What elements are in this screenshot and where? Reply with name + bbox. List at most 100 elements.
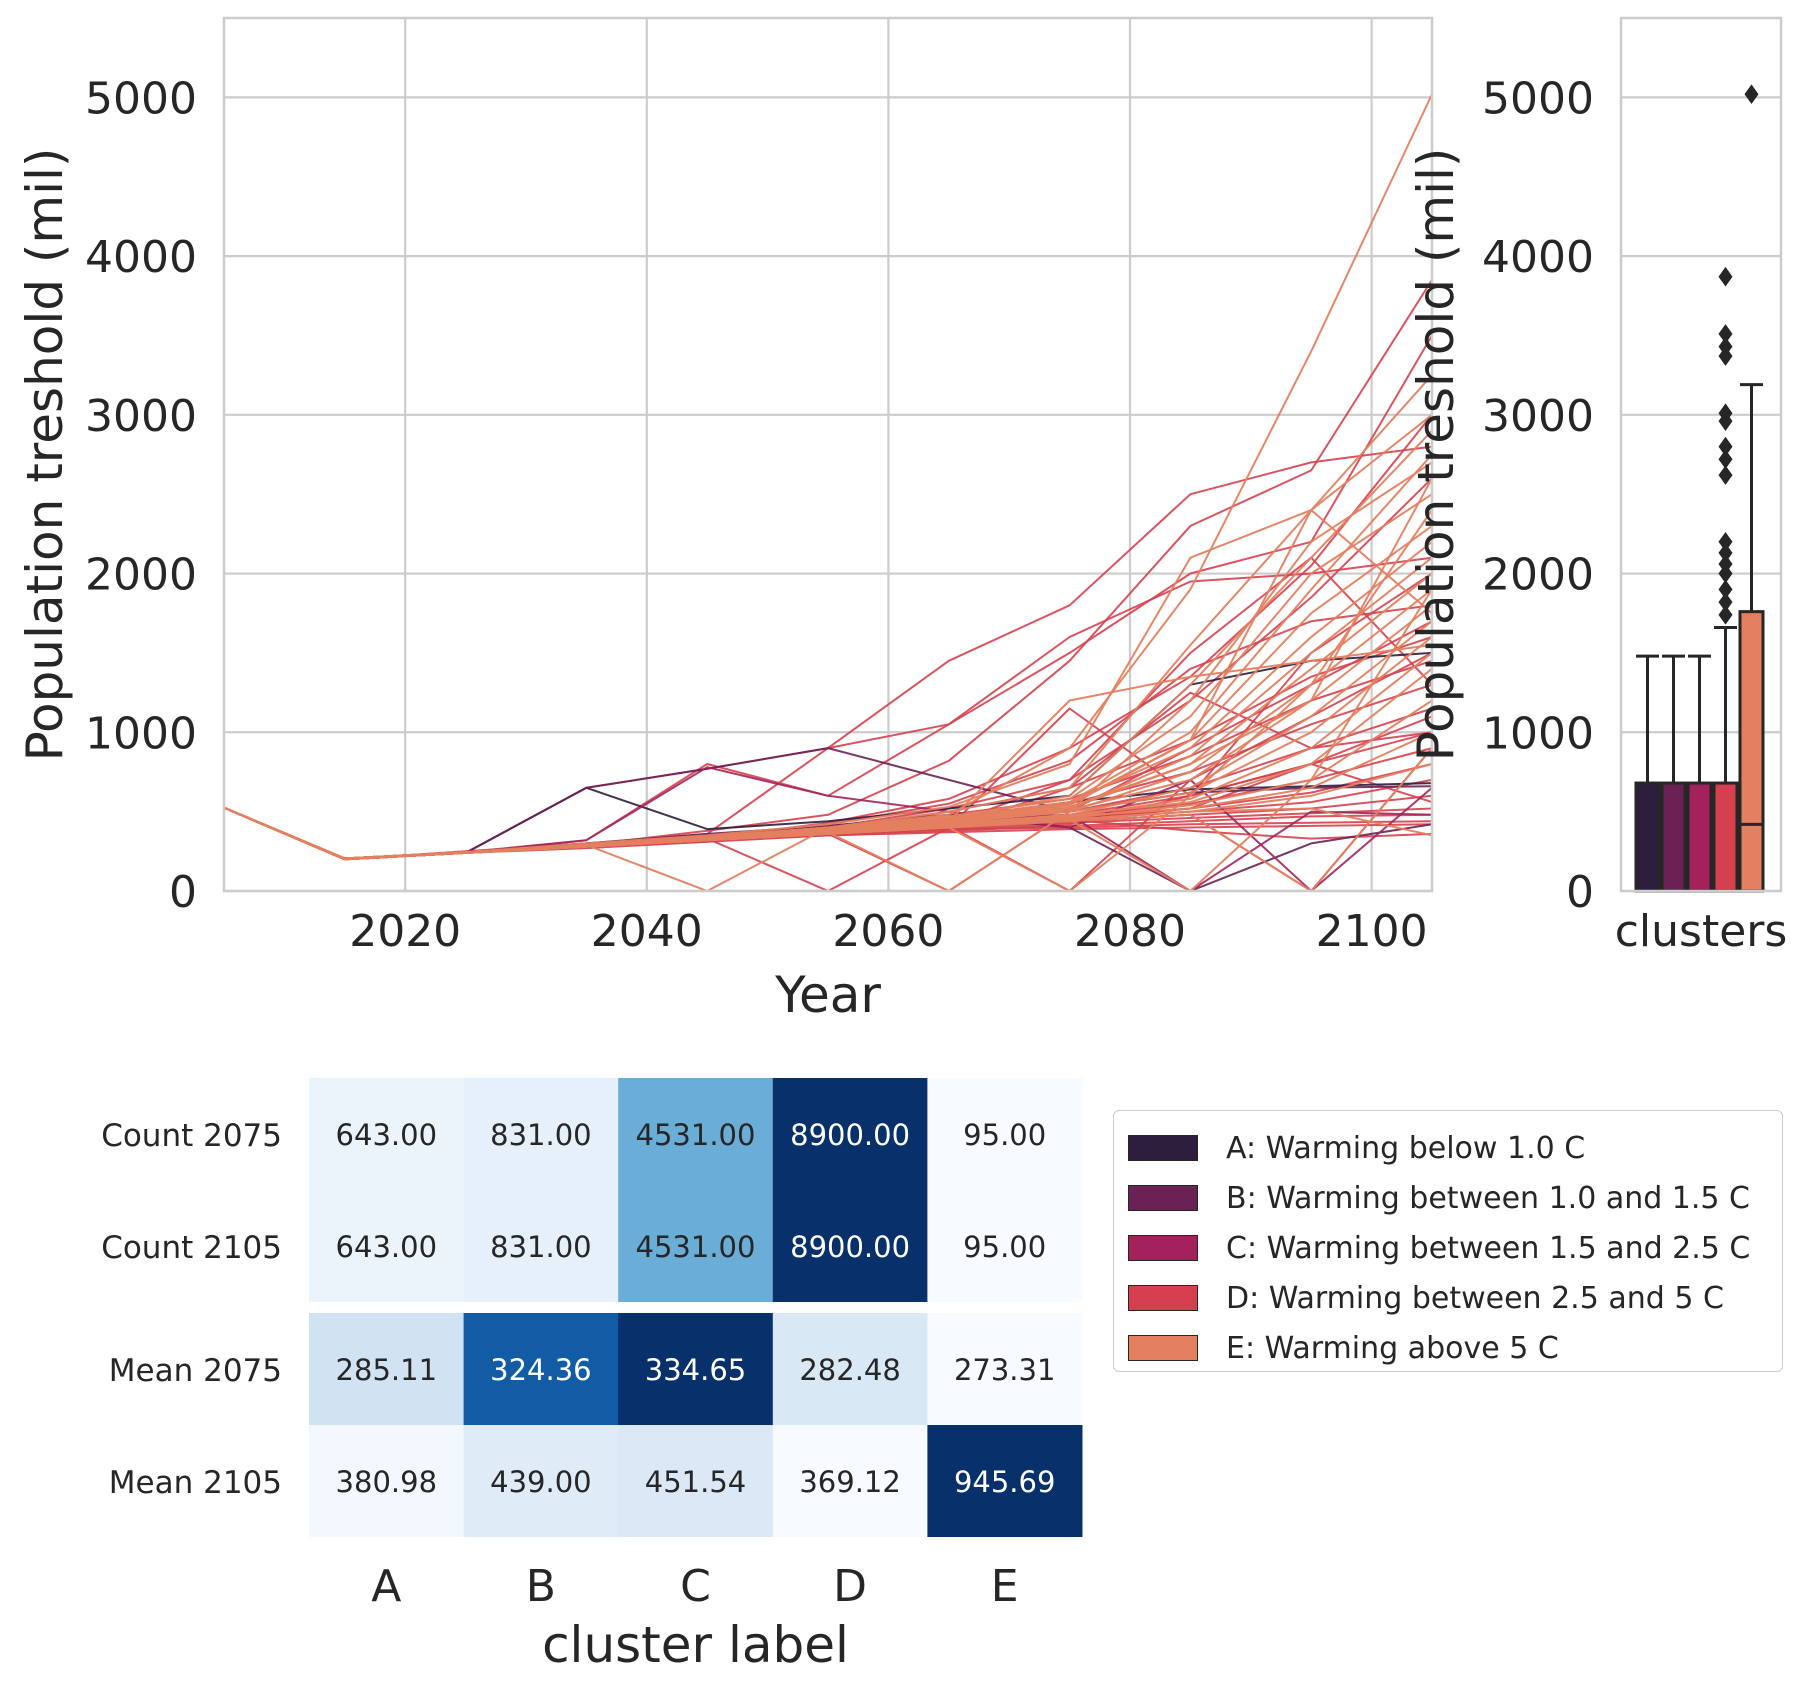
heatmap-cell xyxy=(463,1078,619,1190)
legend-item-b: B: Warming between 1.0 and 1.5 C xyxy=(1128,1173,1768,1223)
heatmap-cell xyxy=(309,1190,465,1302)
x-tick-label: 2100 xyxy=(1316,906,1428,957)
heatmap-cell xyxy=(618,1190,774,1302)
legend-label-d: D: Warming between 2.5 and 5 C xyxy=(1226,1280,1724,1316)
outlier-d xyxy=(1718,579,1733,600)
y-tick-label: 1000 xyxy=(1482,708,1594,759)
heatmap-cell-value: 439.00 xyxy=(490,1465,591,1499)
heatmap-cell-value: 643.00 xyxy=(336,1118,437,1152)
legend-swatch-b xyxy=(1128,1185,1198,1211)
y-tick-label: 3000 xyxy=(1482,391,1594,442)
outlier-d xyxy=(1718,465,1733,485)
legend-swatch-e xyxy=(1128,1335,1198,1361)
y-tick-label: 0 xyxy=(169,867,197,918)
plot-frame xyxy=(222,16,1434,893)
y-axis-label: Population treshold (mil) xyxy=(1407,148,1465,762)
x-tick-label: 2020 xyxy=(349,906,461,957)
heatmap-cell-value: 831.00 xyxy=(490,1118,591,1152)
heatmap-cell xyxy=(772,1078,928,1190)
heatmap-cell-value: 945.69 xyxy=(954,1465,1055,1499)
heatmap-cell-value: 643.00 xyxy=(336,1230,437,1264)
heatmap-cell-value: 369.12 xyxy=(799,1465,900,1499)
line-chart: 2020 2040 2060 2080 2100 0 1000 2000 3000 4000 500… xyxy=(16,16,1434,1024)
heatmap-cell xyxy=(618,1425,774,1537)
legend-item-c: C: Warming between 1.5 and 2.5 C xyxy=(1128,1223,1768,1273)
legend-item-d: D: Warming between 2.5 and 5 C xyxy=(1128,1273,1768,1323)
box-e xyxy=(1738,610,1765,893)
y-tick-label: 2000 xyxy=(1482,550,1594,601)
heatmap-cell xyxy=(927,1425,1083,1537)
legend-label-b: B: Warming between 1.0 and 1.5 C xyxy=(1226,1180,1750,1216)
y-tick-label: 4000 xyxy=(85,232,197,283)
legend-item-a: A: Warming below 1.0 C xyxy=(1128,1123,1768,1173)
legend-label-e: E: Warming above 5 C xyxy=(1226,1330,1559,1366)
y-tick-label: 4000 xyxy=(1482,232,1594,283)
heatmap-cell xyxy=(463,1425,619,1537)
heatmap-cell-value: 4531.00 xyxy=(636,1118,756,1152)
heatmap-column-label: D xyxy=(833,1561,867,1612)
y-tick-label: 5000 xyxy=(1482,73,1594,124)
outlier-e xyxy=(1744,84,1759,104)
heatmap-cell-value: 831.00 xyxy=(490,1230,591,1264)
heatmap-column-label: C xyxy=(680,1561,711,1612)
heatmap-cell-value: 95.00 xyxy=(963,1118,1046,1152)
heatmap-cell xyxy=(927,1313,1083,1425)
heatmap-cell xyxy=(463,1190,619,1302)
heatmap-cell xyxy=(772,1190,928,1302)
legend-label-a: A: Warming below 1.0 C xyxy=(1226,1130,1586,1166)
x-tick-label: 2040 xyxy=(591,906,703,957)
x-tick-label: 2060 xyxy=(832,906,944,957)
heatmap-row-label: Mean 2075 xyxy=(109,1353,282,1389)
outlier-d xyxy=(1718,592,1733,612)
heatmap-cell-value: 380.98 xyxy=(336,1465,437,1499)
heatmap-cell xyxy=(309,1425,465,1537)
heatmap-cell-value: 285.11 xyxy=(336,1353,437,1387)
heatmap-cell xyxy=(309,1313,465,1425)
heatmap-cell-value: 4531.00 xyxy=(636,1230,756,1264)
heatmap-cell-value: 451.54 xyxy=(645,1465,746,1499)
heatmap-cell xyxy=(772,1313,928,1425)
heatmap-column-label: A xyxy=(371,1561,401,1612)
heatmap-cell xyxy=(927,1190,1083,1302)
outlier-d xyxy=(1718,449,1733,470)
y-tick-label: 1000 xyxy=(85,708,197,759)
legend: A: Warming below 1.0 C B: Warming betwee… xyxy=(1113,1110,1783,1372)
outlier-d xyxy=(1718,436,1733,457)
heatmap-cell-value: 324.36 xyxy=(490,1353,591,1387)
y-tick-label: 5000 xyxy=(85,73,197,124)
heatmap-column-label: B xyxy=(526,1561,556,1612)
box-chart: 0 1000 2000 3000 4000 5000 clusters Population … xyxy=(1407,16,1788,957)
x-tick-label: 2080 xyxy=(1074,906,1186,957)
heatmap-cell xyxy=(463,1313,619,1425)
heatmap-row-label: Count 2105 xyxy=(101,1230,282,1266)
legend-swatch-d xyxy=(1128,1285,1198,1311)
heatmap-row-label: Count 2075 xyxy=(101,1118,282,1154)
legend-label-c: C: Warming between 1.5 and 2.5 C xyxy=(1226,1230,1751,1266)
heatmap-table: 643.00 831.00 4531.00 8900.00 95.00 Count 207… xyxy=(101,1078,1083,1674)
heatmap-row-label: Mean 2105 xyxy=(109,1465,282,1501)
box-d xyxy=(1712,781,1739,893)
heatmap-cell-value: 273.31 xyxy=(954,1353,1055,1387)
outlier-d xyxy=(1718,554,1733,574)
y-axis-label: Population treshold (mil) xyxy=(16,148,74,762)
outlier-d xyxy=(1718,605,1733,625)
outlier-d xyxy=(1718,532,1733,552)
outlier-d xyxy=(1718,403,1733,424)
heatmap-cell xyxy=(618,1078,774,1190)
heatmap-cell-value: 8900.00 xyxy=(790,1118,910,1152)
outlier-d xyxy=(1718,543,1733,563)
heatmap-column-label: E xyxy=(991,1561,1019,1612)
outlier-d xyxy=(1718,266,1733,287)
legend-item-e: E: Warming above 5 C xyxy=(1128,1323,1768,1373)
box-a xyxy=(1634,781,1661,893)
heatmap-cell xyxy=(618,1313,774,1425)
heatmap-cell xyxy=(309,1078,465,1190)
heatmap-cell-value: 334.65 xyxy=(645,1353,746,1387)
heatmap-cell xyxy=(927,1078,1083,1190)
box-c xyxy=(1686,781,1713,893)
x-axis-label: clusters xyxy=(1615,906,1788,957)
box-frame xyxy=(1619,16,1783,893)
y-tick-label: 3000 xyxy=(85,391,197,442)
y-tick-label: 0 xyxy=(1566,867,1594,918)
